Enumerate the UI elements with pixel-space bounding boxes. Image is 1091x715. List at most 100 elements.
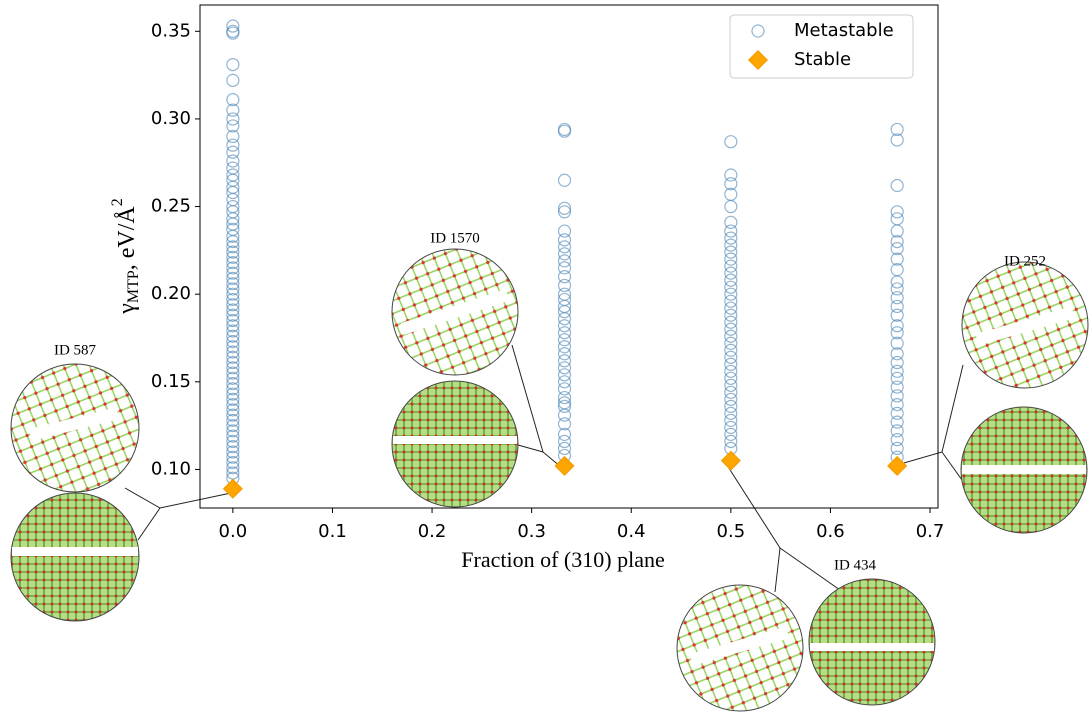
metastable-point [559,248,571,260]
metastable-point [725,201,737,213]
metastable-point [559,376,571,388]
metastable-point [725,281,737,293]
metastable-point [725,407,737,419]
metastable-point [725,323,737,335]
x-tick-label: 0.5 [717,521,746,542]
y-label-unit: , eV/Å [114,206,140,271]
metastable-point [227,194,239,206]
metastable-point [725,337,737,349]
metastable-point [725,358,737,370]
metastable-point [725,316,737,328]
x-tick-label: 0.7 [916,521,945,542]
y-axis-label: γMTP, eV/Å2 [109,198,142,315]
metastable-point [725,414,737,426]
metastable-point [725,239,737,251]
metastable-point [725,309,737,321]
metastable-point [891,365,903,377]
metastable-point [725,232,737,244]
metastable-point [725,365,737,377]
metastable-point [227,218,239,230]
metastable-point [559,442,571,454]
metastable-point [559,369,571,381]
metastable-point [725,435,737,447]
y-label-symbol: γ [114,303,140,315]
metastable-point [725,372,737,384]
y-tick-label: 0.20 [151,283,191,304]
metastable-point [559,362,571,374]
metastable-point [559,327,571,339]
metastable-point [891,276,903,288]
metastable-point [227,201,239,213]
metastable-point [559,288,571,300]
metastable-point [559,320,571,332]
metastable-point [559,355,571,367]
y-tick-label: 0.15 [151,371,191,392]
metastable-point [559,293,571,305]
metastable-point [725,428,737,440]
metastable-point [559,255,571,267]
metastable-point [227,162,239,174]
metastable-point [227,20,239,32]
metastable-point [227,139,239,151]
metastable-point [559,241,571,253]
metastable-point [559,300,571,312]
legend-label: Metastable [794,20,894,41]
metastable-point [559,313,571,325]
metastable-point [725,295,737,307]
x-tick-label: 0.6 [816,521,845,542]
stable-point [722,452,740,470]
metastable-point [725,421,737,433]
y-tick-label: 0.25 [151,196,191,217]
annotation: ID 434 [834,557,877,573]
metastable-point [725,246,737,258]
stable-point [224,480,242,498]
metastable-point [891,180,903,192]
metastable-point [725,267,737,279]
metastable-point [559,348,571,360]
x-tick-label: 0.1 [318,521,347,542]
metastable-point [725,351,737,363]
metastable-point [891,213,903,225]
metastable-point [227,74,239,86]
chart: ID 587 ID 1570 ID 434 ID 252 Fraction of… [0,0,1091,715]
metastable-point [725,253,737,265]
inset-images [11,249,1088,711]
y-tick-label: 0.10 [151,458,191,479]
metastable-point [725,274,737,286]
metastable-point [725,400,737,412]
metastable-point [227,169,239,181]
metastable-point [725,393,737,405]
metastable-point [227,113,239,125]
annotation: ID 587 [54,342,97,358]
metastable-point [725,344,737,356]
metastable-point [725,225,737,237]
legend-label: Stable [794,49,851,70]
y-tick-label: 0.35 [151,20,191,41]
x-tick-label: 0.4 [617,521,646,542]
annotation: ID 1570 [430,230,480,246]
metastable-point [227,59,239,71]
y-tick-label: 0.30 [151,108,191,129]
metastable-point [725,302,737,314]
stable-point [556,457,574,475]
y-label-superscript: 2 [109,198,126,206]
metastable-point [227,181,239,193]
metastable-point [559,341,571,353]
metastable-point [227,174,239,186]
metastable-point [559,435,571,447]
metastable-point [725,330,737,342]
metastable-point [891,206,903,218]
stable-point [888,457,906,475]
metastable-point [559,334,571,346]
metastable-point [725,386,737,398]
y-label-subscript: MTP [125,270,142,303]
metastable-point [227,187,239,199]
metastable-point [725,136,737,148]
metastable-point [725,379,737,391]
x-axis-label: Fraction of (310) plane [461,547,664,572]
metastable-point [725,288,737,300]
x-tick-label: 0.0 [219,521,248,542]
annotation: ID 252 [1004,253,1046,269]
metastable-point [725,260,737,272]
metastable-point [227,155,239,167]
